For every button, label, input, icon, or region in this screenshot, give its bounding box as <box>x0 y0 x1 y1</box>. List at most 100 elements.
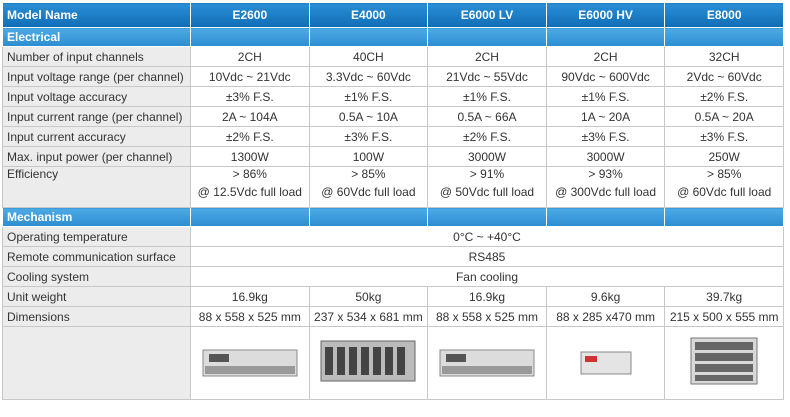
row-label: Cooling system <box>2 266 191 287</box>
device-icon <box>580 351 632 374</box>
product-image <box>190 326 310 400</box>
row-label: Number of input channels <box>2 46 191 67</box>
cell-value: > 86% <box>232 167 267 182</box>
value-cell: 2Vdc ~ 60Vdc <box>664 66 784 87</box>
value-cell: ±1% F.S. <box>427 86 547 107</box>
value-cell: > 91% @ 50Vdc full load <box>427 166 547 208</box>
spec-row: Number of input channels 2CH 40CH 2CH 2CH 32C… <box>2 46 784 67</box>
value-cell: ±2% F.S. <box>664 86 784 107</box>
section-row: Electrical <box>2 27 784 47</box>
model-name: E8000 <box>664 2 784 28</box>
device-icon <box>320 340 416 381</box>
spec-row: Input voltage range (per channel) 10Vdc ~… <box>2 66 784 87</box>
spec-row: Input current range (per channel) 2A ~ 10… <box>2 106 784 127</box>
value-cell: 2CH <box>190 46 310 67</box>
section-title: Electrical <box>2 27 191 47</box>
spec-row: Efficiency > 86% @ 12.5Vdc full load > 85% @… <box>2 166 784 208</box>
table-body: Model Name E2600 E4000 E6000 LV E6000 HV E800… <box>2 2 784 327</box>
value-cell: 21Vdc ~ 55Vdc <box>427 66 547 87</box>
spec-row: Cooling system Fan cooling <box>2 266 784 287</box>
value-cell: 3000W <box>545 146 666 167</box>
model-name: E6000 HV <box>545 2 666 28</box>
value-cell: 0.5A ~ 10A <box>308 106 429 127</box>
empty-cell <box>2 326 191 400</box>
value-cell: 10Vdc ~ 21Vdc <box>190 66 310 87</box>
value-cell: 237 x 534 x 681 mm <box>308 306 429 327</box>
spec-row: Input voltage accuracy ±3% F.S. ±1% F.S. ±1… <box>2 86 784 107</box>
value-cell: 88 x 558 x 525 mm <box>190 306 310 327</box>
value-cell: 2CH <box>427 46 547 67</box>
device-icon <box>690 337 758 385</box>
spec-row: Input current accuracy ±2% F.S. ±3% F.S. ±2… <box>2 126 784 147</box>
cell-value: > 91% <box>469 167 505 182</box>
section-cell <box>427 207 547 227</box>
product-image <box>545 326 666 400</box>
cell-value: > 85% <box>707 167 742 182</box>
spec-row: Remote communication surface RS485 <box>2 246 784 267</box>
value-cell: ±3% F.S. <box>664 126 784 147</box>
section-cell <box>190 27 310 47</box>
span-cell: Fan cooling <box>190 266 784 287</box>
value-cell: ±2% F.S. <box>190 126 310 147</box>
cell-value: > 93% <box>588 167 623 182</box>
cell-note: @ 60Vdc full load <box>677 185 772 199</box>
header-row: Model Name E2600 E4000 E6000 LV E6000 HV E800… <box>2 2 784 28</box>
spec-row: Max. input power (per channel) 1300W 100W 3… <box>2 146 784 167</box>
row-label: Efficiency <box>2 166 191 208</box>
value-cell: 90Vdc ~ 600Vdc <box>545 66 666 87</box>
value-cell: 88 x 285 x470 mm <box>545 306 666 327</box>
value-cell: 40CH <box>308 46 429 67</box>
value-cell: 3.3Vdc ~ 60Vdc <box>308 66 429 87</box>
spec-row: Unit weight 16.9kg 50kg 16.9kg 9.6kg 39.7kg <box>2 286 784 307</box>
product-image <box>427 326 547 400</box>
model-name: E2600 <box>190 2 310 28</box>
value-cell: ±3% F.S. <box>545 126 666 147</box>
spec-row: Dimensions 88 x 558 x 525 mm 237 x 534 x 6… <box>2 306 784 327</box>
value-cell: > 86% @ 12.5Vdc full load <box>190 166 310 208</box>
value-cell: ±2% F.S. <box>427 126 547 147</box>
value-cell: 1300W <box>190 146 310 167</box>
section-cell <box>308 27 429 47</box>
section-row: Mechanism <box>2 207 784 227</box>
value-cell: 2CH <box>545 46 666 67</box>
value-cell: ±1% F.S. <box>308 86 429 107</box>
section-cell <box>190 207 310 227</box>
row-label: Remote communication surface <box>2 246 191 267</box>
cell-note: @ 300Vdc full load <box>555 185 657 199</box>
cell-note: @ 12.5Vdc full load <box>197 185 302 199</box>
row-label: Input current range (per channel) <box>2 106 191 127</box>
device-icon <box>439 349 535 376</box>
value-cell: 16.9kg <box>190 286 310 307</box>
value-cell: 2A ~ 104A <box>190 106 310 127</box>
value-cell: 9.6kg <box>545 286 666 307</box>
model-name: E4000 <box>308 2 429 28</box>
value-cell: 1A ~ 20A <box>545 106 666 127</box>
product-image <box>308 326 429 400</box>
model-name: E6000 LV <box>427 2 547 28</box>
value-cell: ±3% F.S. <box>190 86 310 107</box>
value-cell: > 93% @ 300Vdc full load <box>545 166 666 208</box>
value-cell: > 85% @ 60Vdc full load <box>308 166 429 208</box>
section-cell <box>545 207 666 227</box>
section-cell <box>308 207 429 227</box>
spec-table: Model Name E2600 E4000 E6000 LV E6000 HV E800… <box>2 2 784 400</box>
spec-row: Operating temperature 0°C ~ +40°C <box>2 226 784 247</box>
span-cell: 0°C ~ +40°C <box>190 226 784 247</box>
value-cell: ±3% F.S. <box>308 126 429 147</box>
row-label: Max. input power (per channel) <box>2 146 191 167</box>
image-row-group <box>2 326 784 400</box>
value-cell: 50kg <box>308 286 429 307</box>
value-cell: 250W <box>664 146 784 167</box>
row-label: Unit weight <box>2 286 191 307</box>
header-label: Model Name <box>2 2 191 28</box>
row-label: Input voltage range (per channel) <box>2 66 191 87</box>
value-cell: 100W <box>308 146 429 167</box>
span-cell: RS485 <box>190 246 784 267</box>
row-label: Input voltage accuracy <box>2 86 191 107</box>
cell-note: @ 50Vdc full load <box>439 185 535 199</box>
value-cell: 0.5A ~ 66A <box>427 106 547 127</box>
value-cell: 16.9kg <box>427 286 547 307</box>
product-image <box>664 326 784 400</box>
value-cell: 215 x 500 x 555 mm <box>664 306 784 327</box>
cell-note: @ 60Vdc full load <box>321 185 416 199</box>
